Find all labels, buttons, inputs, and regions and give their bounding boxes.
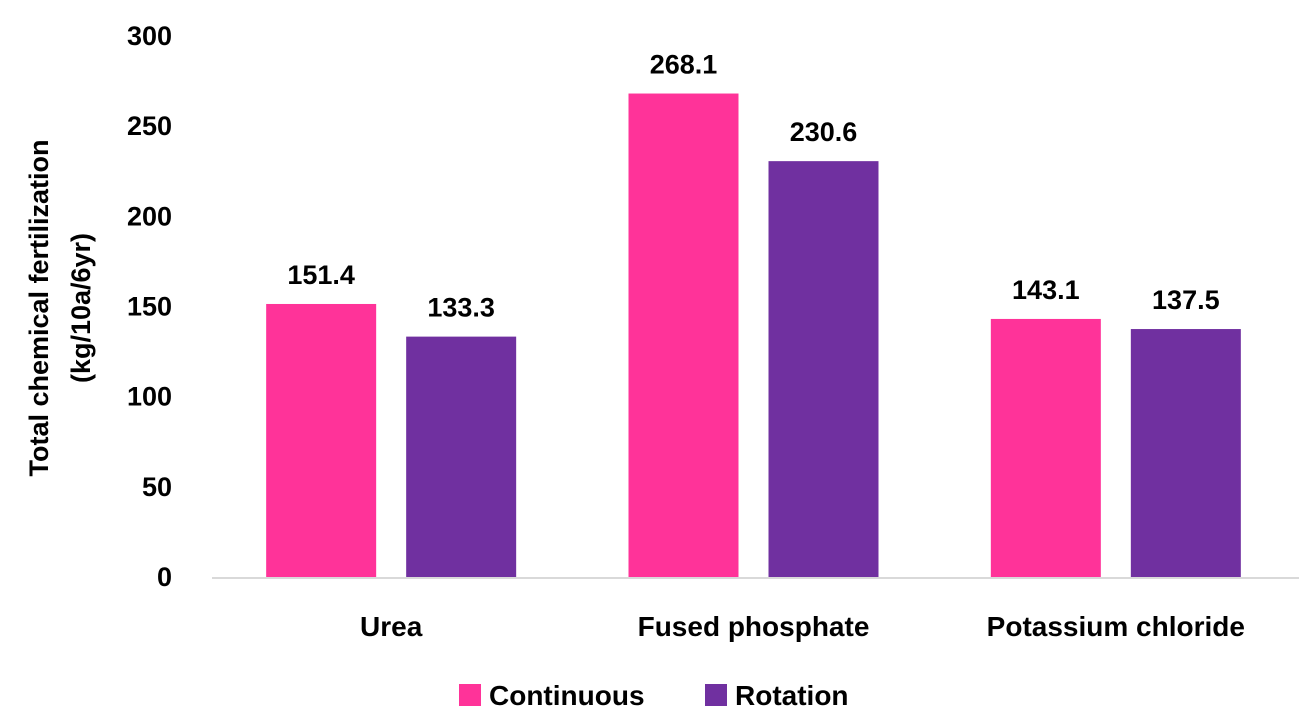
data-label: 151.4: [287, 260, 355, 290]
y-tick-label: 0: [157, 562, 172, 592]
legend-swatch-continuous: [459, 684, 481, 706]
y-axis-title: Total chemical fertilization (kg/10a/6yr…: [24, 139, 96, 476]
x-category-label: Urea: [360, 611, 423, 642]
data-label: 143.1: [1012, 275, 1080, 305]
y-axis-title-line-1: Total chemical fertilization: [24, 139, 54, 476]
y-tick-label: 50: [142, 472, 172, 502]
y-tick-label: 300: [127, 21, 172, 51]
y-tick-label: 100: [127, 382, 172, 412]
legend: Continuous Rotation: [459, 680, 849, 711]
data-label: 230.6: [790, 117, 858, 147]
y-tick-label: 250: [127, 111, 172, 141]
data-label: 133.3: [427, 293, 495, 323]
x-category-label: Fused phosphate: [638, 611, 870, 642]
y-axis-ticks: 0 50 100 150 200 250 300: [127, 21, 172, 592]
data-labels: 151.4 133.3 268.1 230.6 143.1 137.5: [287, 50, 1219, 323]
data-label: 268.1: [650, 50, 718, 80]
bar-rotation-potassium-chloride: [1130, 329, 1241, 577]
bar-continuous-fused-phosphate: [628, 93, 739, 577]
x-axis-category-labels: Urea Fused phosphate Potassium chloride: [360, 611, 1245, 642]
bars: [266, 93, 1241, 577]
y-tick-label: 150: [127, 292, 172, 322]
data-label: 137.5: [1152, 285, 1220, 315]
y-tick-label: 200: [127, 201, 172, 231]
bar-continuous-urea: [266, 303, 377, 577]
legend-label-rotation: Rotation: [735, 680, 849, 711]
legend-swatch-rotation: [705, 684, 727, 706]
bar-continuous-potassium-chloride: [990, 318, 1101, 577]
bar-rotation-urea: [406, 336, 517, 577]
legend-label-continuous: Continuous: [489, 680, 645, 711]
x-category-label: Potassium chloride: [987, 611, 1245, 642]
bar-rotation-fused-phosphate: [768, 161, 879, 577]
y-axis-title-line-2: (kg/10a/6yr): [66, 233, 96, 383]
